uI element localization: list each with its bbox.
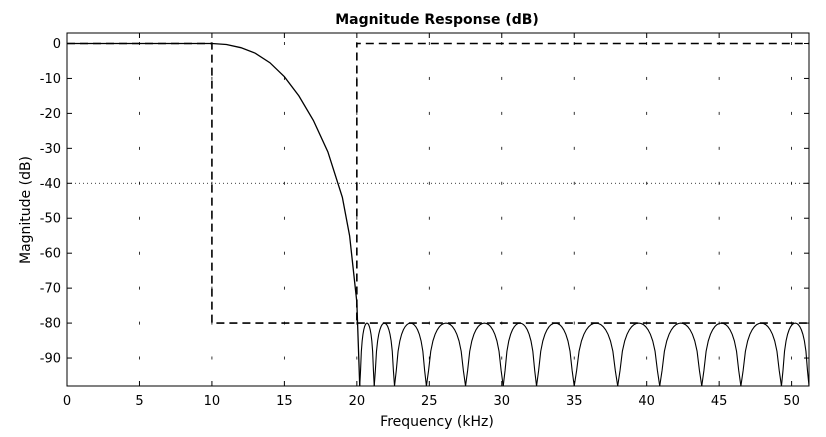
stopband-lobe-6 [536,322,575,387]
stopband-lobe-4 [464,322,504,387]
y-tick-label: -10 [40,72,61,87]
x-tick-label: 30 [493,394,510,409]
stopband-lobe-10 [701,322,742,387]
stopband-lobe-3 [425,322,467,387]
y-tick-label: -50 [40,212,61,227]
y-tick-label: -70 [40,282,61,297]
x-tick-label: 45 [711,394,728,409]
x-tick-label: 50 [783,394,800,409]
x-tick-label: 15 [276,394,293,409]
grid-layer [66,41,809,360]
y-tick-label: -80 [40,317,61,332]
x-tick-label: 10 [204,394,221,409]
tick-layer: 0 5 10 15 20 25 30 35 40 45 50 0 -10 -20 -30 -40 -50 -60 -… [40,33,809,409]
passband-response-line [67,42,361,387]
y-tick-label: -90 [40,352,61,367]
y-axis-title: Magnitude (dB) [18,156,34,264]
x-tick-label: 35 [566,394,583,409]
x-axis-title: Frequency (kHz) [380,414,494,430]
stopband-lobe-12 [780,322,810,387]
y-tick-label: -20 [40,107,61,122]
stopband-lobe-9 [659,322,703,387]
y-tick-label: -40 [40,177,61,192]
stopband-lobe-0 [359,322,375,387]
spec-mask-line-0 [67,42,809,324]
stopband-lobe-8 [617,322,661,387]
x-tick-label: 40 [638,394,655,409]
plot-frame [66,32,810,387]
stopband-lobe-11 [740,322,783,387]
x-tick-label: 25 [421,394,438,409]
stopband-lobe-2 [393,322,427,387]
stopband-lobe-1 [373,322,396,387]
chart-title: Magnitude Response (dB) [335,12,539,28]
x-tick-label: 20 [349,394,366,409]
series-layer [67,42,810,387]
y-tick-label: -30 [40,142,61,157]
stopband-lobe-7 [573,322,619,387]
stopband-lobe-5 [502,322,538,387]
y-tick-label: -60 [40,247,61,262]
x-tick-label: 5 [135,394,143,409]
x-tick-label: 0 [63,394,71,409]
y-tick-label: 0 [53,37,61,52]
